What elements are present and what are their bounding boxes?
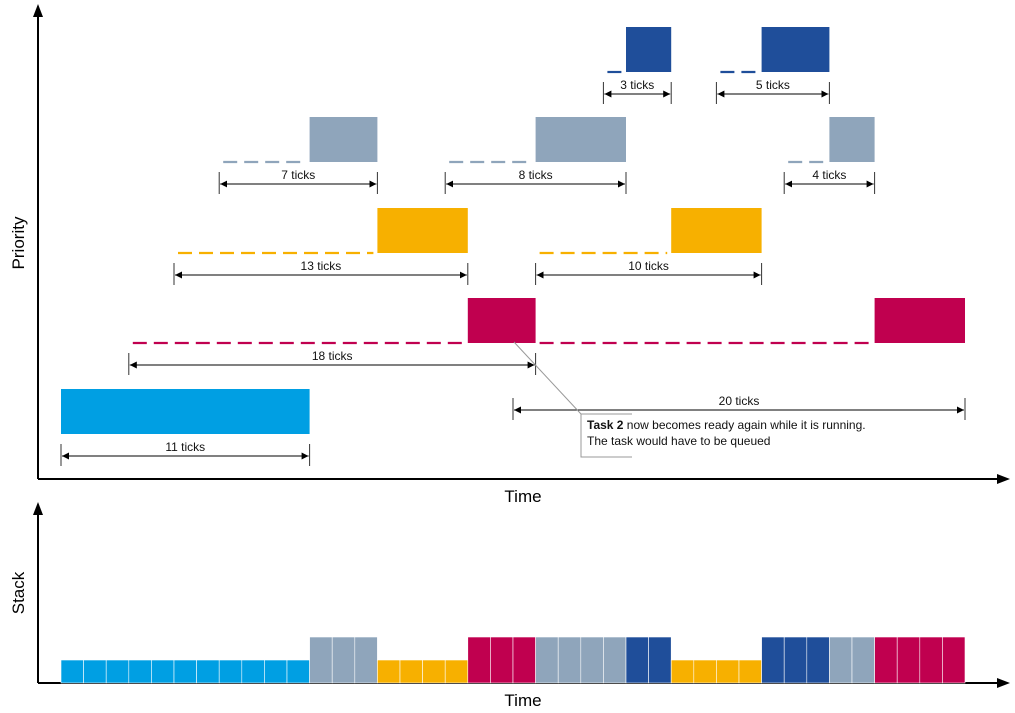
stack-cell-t5 [806,636,830,684]
stack-cell-t4 [603,636,627,684]
stack-cell-t1 [241,659,265,684]
stack-cell-t2 [919,636,943,684]
run-box-t4 [829,117,875,162]
annotation-line-1: now becomes ready again while it is runn… [623,418,866,432]
stack-cell-t1 [151,659,175,684]
run-box-t5 [761,27,830,72]
stack-cell-t4 [535,636,559,684]
task-runs [61,27,965,434]
interval-t1: 11 ticks [60,440,311,466]
stack-cell-t3 [444,659,469,684]
stack-cell-t3 [738,659,762,684]
interval-t5: 3 ticks [602,78,672,104]
interval-label: 3 ticks [620,78,654,92]
interval-t2: 20 ticks [512,394,966,420]
run-box-t3 [377,208,468,253]
stack-cell-t3 [716,659,740,684]
stack-cell-t1 [128,659,152,684]
run-box-t1 [61,389,310,434]
interval-t5: 5 ticks [715,78,830,104]
run-box-t2 [467,298,536,343]
stack-cell-t4 [354,636,378,684]
stack-cell-t5 [783,636,808,684]
stack-cell-t1 [83,659,107,684]
annotation-note: Task 2 now becomes ready again while it … [587,417,907,449]
interval-label: 20 ticks [719,394,760,408]
interval-t3: 13 ticks [173,259,469,285]
stack-cell-t2 [512,636,536,684]
stack-cell-t1 [196,659,220,684]
stack-cell-t1 [173,659,197,684]
stack-x-axis-label: Time [504,691,541,710]
interval-label: 4 ticks [812,168,846,182]
run-box-t2 [874,298,965,343]
stack-cell-t3 [670,659,695,684]
stack-cell-t4 [829,636,853,684]
stack-cell-t1 [218,659,243,684]
interval-label: 11 ticks [165,440,205,454]
interval-label: 13 ticks [301,259,342,273]
stack-cell-t2 [467,636,491,684]
stack-cell-t3 [422,659,446,684]
stack-cell-t5 [625,636,649,684]
stack-cell-t3 [377,659,401,684]
stack-cell-t5 [761,636,785,684]
interval-label: 10 ticks [628,259,669,273]
run-box-t4 [535,117,626,162]
interval-t4: 7 ticks [218,168,378,194]
interval-t3: 10 ticks [535,259,763,285]
priority-x-axis-label: Time [504,487,541,506]
stack-cell-t1 [264,659,288,684]
interval-label: 5 ticks [756,78,790,92]
priority-chart-axes [33,4,1010,484]
interval-label: 7 ticks [281,168,315,182]
annotation-callout [513,341,632,458]
interval-t4: 4 ticks [783,168,876,194]
interval-t4: 8 ticks [444,168,627,194]
stack-cell-t4 [851,636,875,684]
stack-cell-t2 [490,636,514,684]
wait-lines [132,70,871,345]
priority-y-axis-label: Priority [9,216,28,269]
stack-cell-t1 [286,659,310,684]
interval-t2: 18 ticks [128,349,537,375]
stack-cell-t3 [399,659,423,684]
interval-label: 8 ticks [519,168,553,182]
stack-cell-t2 [896,636,921,684]
stack-cell-t3 [693,659,717,684]
stack-cell-t4 [580,636,604,684]
run-box-t5 [626,27,672,72]
stack-cell-t4 [557,636,582,684]
stack-cell-t2 [942,636,966,684]
stack-blocks [60,636,966,684]
run-box-t4 [309,117,378,162]
stack-cell-t4 [331,636,356,684]
stack-cell-t1 [105,659,130,684]
run-box-t3 [671,208,762,253]
stack-cell-t1 [60,659,84,684]
stack-cell-t5 [648,636,672,684]
interval-label: 18 ticks [312,349,353,363]
stack-cell-t4 [309,636,333,684]
annotation-task-name: Task 2 [587,418,624,432]
annotation-line-2: The task would have to be queued [587,434,771,448]
tick-intervals: 11 ticks 18 ticks 20 ticks 13 ticks 10 ticks… [60,78,966,466]
stack-y-axis-label: Stack [9,571,28,614]
stack-cell-t2 [874,636,898,684]
